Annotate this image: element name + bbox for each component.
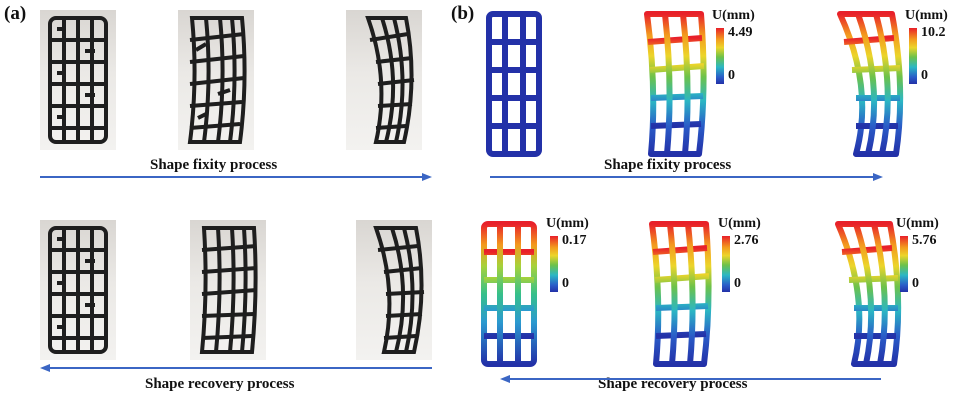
color-scale-bar [909,28,917,84]
fea-model-recovery-3 [835,218,902,370]
stent-photo-recovered-graphic [48,226,108,354]
stent-photo-bent [346,10,422,150]
panel-a-top-caption: Shape fixity process [150,157,278,173]
legend-unit-label: U(mm) [718,216,761,231]
stent-photo-recovered [40,220,116,360]
stent-photo-deformed [356,220,432,360]
fea-model-recovery-2-graphic [649,221,712,367]
stent-photo-initial-graphic [48,16,108,144]
legend-recovery-2: U(mm) 2.76 0 [718,216,788,296]
legend-recovery-3: U(mm) 5.76 0 [896,216,966,296]
stent-photo-bent-graphic [365,16,415,144]
fea-model-recovery-1 [478,218,540,370]
legend-unit-label: U(mm) [546,216,589,231]
stent-photo-deformed-graphic [373,226,425,354]
panel-b-bottom-arrow-left [500,375,881,383]
legend-min-value: 0 [912,276,919,291]
color-scale-bar [716,28,724,84]
fea-model-recovery-2 [648,218,712,370]
panel-a-label: (a) [4,3,27,24]
legend-unit-label: U(mm) [712,8,755,23]
fea-model-recovery-3-graphic [835,221,902,367]
panel-b-top-caption: Shape fixity process [604,157,732,173]
legend-max-value: 5.76 [912,233,937,248]
panel-a-bottom-arrow-left [40,364,432,372]
fea-model-recovery-1-graphic [481,221,537,367]
stent-photo-recovering-graphic [199,226,258,354]
color-scale-bar [900,236,908,292]
legend-recovery-1: U(mm) 0.17 0 [546,216,616,296]
legend-min-value: 0 [728,68,735,83]
legend-max-value: 10.2 [921,25,946,40]
stent-photo-initial [40,10,116,150]
color-scale-bar [722,236,730,292]
stent-photo-twisted [178,10,254,150]
stent-photo-twisted-graphic [187,16,247,144]
panel-a-top-arrow-right [40,173,432,181]
panel-b-top-arrow-right [490,173,883,181]
legend-fixity-1: U(mm) 4.49 0 [712,8,782,88]
fea-model-fixity-2-graphic [837,11,904,157]
legend-max-value: 2.76 [734,233,759,248]
legend-unit-label: U(mm) [905,8,948,23]
legend-max-value: 4.49 [728,25,753,40]
legend-min-value: 0 [562,276,569,291]
legend-unit-label: U(mm) [896,216,939,231]
fea-model-fixity-2 [837,8,904,160]
legend-max-value: 0.17 [562,233,587,248]
fea-model-fixity-1-graphic [644,11,707,157]
panel-b-label: (b) [451,3,475,24]
color-scale-bar [550,236,558,292]
legend-min-value: 0 [921,68,928,83]
legend-min-value: 0 [734,276,741,291]
fea-model-undeformed [483,8,545,160]
fea-model-undeformed-graphic [486,11,542,157]
panel-a-bottom-caption: Shape recovery process [145,376,295,392]
legend-fixity-2: U(mm) 10.2 0 [905,8,968,88]
fea-model-fixity-1 [643,8,707,160]
stent-photo-recovering [190,220,266,360]
